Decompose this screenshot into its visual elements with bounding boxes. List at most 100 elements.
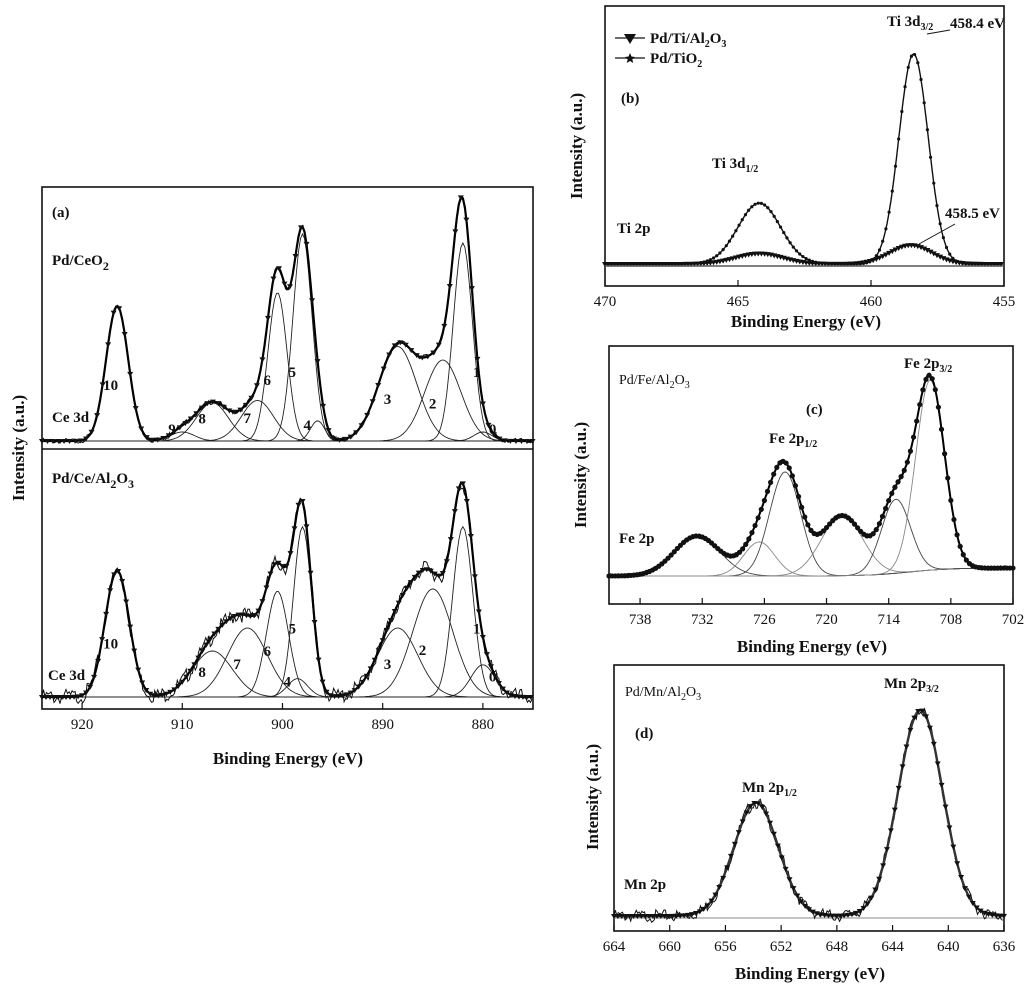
panel-c-sample: Pd/Fe/Al2O3 <box>619 373 690 391</box>
panel-a-top-marker-89 <box>529 438 536 444</box>
panel-c-marker-93 <box>895 479 901 485</box>
panel-b-series-1-marker-122 <box>992 262 997 266</box>
panel-a-bottom-marker-112 <box>487 664 494 670</box>
panel-a-top-marker-49 <box>309 298 316 304</box>
panel-a-bottom-marker-15 <box>99 637 106 643</box>
panel-c-tick-label-3: 720 <box>815 612 838 628</box>
panel-d-marker-68 <box>876 876 883 882</box>
panel-a-bottom-marker-81 <box>363 673 370 679</box>
panel-b-series-1-marker-47 <box>753 202 757 206</box>
panel-a-top-marker-80 <box>479 401 486 407</box>
panel-b-series-1-marker-49 <box>759 201 764 206</box>
panel-b-series-1-marker-66 <box>814 260 818 264</box>
panel-b-series-1-marker-3 <box>612 262 617 266</box>
panel-d-marker-30 <box>728 853 734 859</box>
panel-a-top-marker-44 <box>281 281 288 287</box>
panel-b-series-1-marker-111 <box>957 260 961 265</box>
panel-b-series-1-marker-101 <box>925 128 929 132</box>
panel-a-bottom-marker-74 <box>335 694 342 700</box>
panel-a-bottom-marker-45 <box>219 622 226 628</box>
panel-c-marker-92 <box>892 484 898 490</box>
panel-b-series-1-marker-62 <box>801 254 805 259</box>
panel-a-bottom-marker-0 <box>39 695 45 700</box>
panel-b-series-1-marker-48 <box>756 201 760 205</box>
panel-a-top-marker-10 <box>94 413 101 419</box>
panel-b-series-1-marker-0 <box>603 262 607 266</box>
panel-a-bottom-raw-spectrum <box>41 487 533 705</box>
panel-d-marker-34 <box>743 810 750 816</box>
panel-c-marker-53 <box>771 471 777 477</box>
panel-d-marker-1 <box>614 914 621 919</box>
panel-a-bottom-marker-29 <box>155 693 162 699</box>
panel-a-bottom-marker-78 <box>351 688 358 694</box>
panel-a-bottom-marker-18 <box>111 572 118 578</box>
panel-a-bottom-marker-40 <box>199 648 206 654</box>
panel-b-series-1-line <box>605 53 1003 265</box>
panel-d-marker-20 <box>689 912 695 918</box>
panel-a-bottom-marker-114 <box>495 681 502 687</box>
panel-a-top-marker-48 <box>303 241 310 247</box>
panel-c-marker-98 <box>910 434 917 440</box>
panel-a-bottom-marker-65 <box>299 498 306 504</box>
panel-a-top-marker-62 <box>380 366 387 372</box>
panel-d-tick-label-2: 656 <box>714 939 737 955</box>
panel-a-bottom-marker-34 <box>175 683 182 689</box>
panel-a-top-marker-54 <box>336 437 343 443</box>
panel-a-bottom-marker-38 <box>191 662 198 668</box>
panel-a-bottom-marker-77 <box>347 690 354 696</box>
panel-c-marker-21 <box>671 549 677 555</box>
panel-a-bottom-marker-82 <box>367 666 374 672</box>
panel-a-top-marker-29 <box>198 405 205 411</box>
panel-d-frame <box>613 664 1005 932</box>
panel-b-series-0-marker-91 <box>892 247 899 253</box>
panel-b-series-1-marker-5 <box>619 262 623 266</box>
panel-b-frame <box>604 5 1005 287</box>
panel-a-bottom-marker-1 <box>43 695 50 700</box>
panel-d-marker-9 <box>646 913 653 919</box>
panel-d-marker-80 <box>923 714 929 720</box>
panel-a-top-peak-number-4: 4 <box>304 418 312 434</box>
panel-b-series-1-marker-97 <box>913 52 917 57</box>
panel-a-bottom-peak-number-8: 8 <box>198 665 206 681</box>
panel-b-series-1-marker-106 <box>941 235 945 240</box>
panel-c-curves <box>606 372 1016 579</box>
panel-c-marker-87 <box>876 521 882 527</box>
panel-a-bottom-marker-79 <box>355 684 362 690</box>
panel-d-marker-71 <box>887 828 894 834</box>
panel-a-bottom-marker-104 <box>455 486 462 492</box>
panel-a-bottom-marker-49 <box>235 612 242 618</box>
panel-a-top-peak-number-6: 6 <box>263 373 271 389</box>
panel-a-bottom-marker-88 <box>391 608 398 614</box>
panel-a-bottom-marker-59 <box>275 560 282 566</box>
panel-d-marker-42 <box>774 843 781 849</box>
panel-d-marker-26 <box>712 892 719 898</box>
panel-c-marker-94 <box>898 474 904 480</box>
panel-a-label: (a) <box>52 205 70 221</box>
panel-b-series-1-marker-109 <box>951 256 955 260</box>
panel-b-series-1-marker-42 <box>737 223 741 227</box>
panel-a-top-marker-21 <box>154 437 161 443</box>
panel-a-top-marker-42 <box>270 276 277 282</box>
panel-b-series-0-marker-104 <box>933 253 940 259</box>
panel-a-bottom-marker-35 <box>179 679 186 685</box>
panel-d-marker-36 <box>751 801 758 807</box>
panel-c-marker-54 <box>774 464 780 470</box>
panel-c-marker-78 <box>848 518 855 524</box>
panel-a-bottom-marker-10 <box>79 693 86 699</box>
panel-b-series-1-marker-13 <box>644 262 649 266</box>
panel-a-top-marker-6 <box>72 438 79 444</box>
panel-a-top-marker-82 <box>490 432 497 438</box>
panel-c-marker-48 <box>755 515 761 521</box>
panel-a-bottom-marker-64 <box>295 502 302 508</box>
panel-d-fit <box>614 708 1003 918</box>
panel-b-arrow-1 <box>926 29 951 35</box>
panel-d-mn2p32-label: Mn 2p3/2 <box>884 676 939 695</box>
panel-a-top-marker-83 <box>496 436 503 442</box>
panel-b-series-1-marker-87 <box>881 239 885 243</box>
panel-b-series-1-marker-32 <box>705 259 709 263</box>
panel-c-marker-49 <box>758 506 764 513</box>
panel-a-top-marker-40 <box>259 357 266 363</box>
panel-c-marker-70 <box>823 524 830 531</box>
panel-b-series-1-marker-52 <box>769 210 773 214</box>
panel-a-top-marker-85 <box>507 438 514 444</box>
